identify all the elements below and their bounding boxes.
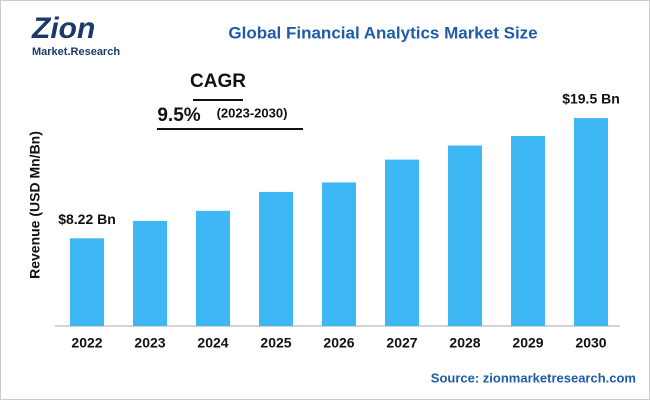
bar xyxy=(259,191,293,326)
value-label: $19.5 Bn xyxy=(562,91,620,107)
x-tick-label: 2030 xyxy=(575,335,606,351)
bar xyxy=(322,182,356,326)
x-tick-label: 2028 xyxy=(449,335,480,351)
x-tick-label: 2025 xyxy=(260,335,291,351)
x-tick-label: 2029 xyxy=(512,335,543,351)
x-tick-label: 2022 xyxy=(71,335,102,351)
x-tick-label: 2024 xyxy=(197,335,228,351)
value-label: $8.22 Bn xyxy=(58,211,116,227)
bar xyxy=(133,220,167,326)
cagr-period: (2023-2030) xyxy=(217,105,288,120)
logo-subtitle: Market.Research xyxy=(32,46,120,58)
bar xyxy=(70,238,104,326)
cagr-heading: CAGR xyxy=(190,71,246,92)
logo-name: Zion xyxy=(31,12,95,45)
y-axis-label: Revenue (USD Mn/Bn) xyxy=(27,131,43,279)
bar xyxy=(448,145,482,326)
cagr-rate: 9.5% xyxy=(157,105,200,126)
bar xyxy=(196,210,230,326)
bar xyxy=(511,136,545,326)
source: Source: zionmarketresearch.com xyxy=(431,370,636,385)
bar xyxy=(385,159,419,326)
x-tick-label: 2027 xyxy=(386,335,417,351)
x-tick-label: 2023 xyxy=(134,335,165,351)
bar xyxy=(574,118,608,326)
x-tick-label: 2026 xyxy=(323,335,354,351)
chart-title: Global Financial Analytics Market Size xyxy=(228,23,537,42)
